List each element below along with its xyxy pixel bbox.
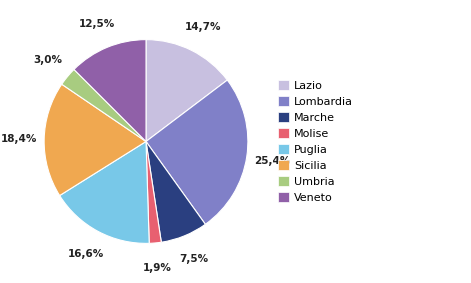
- Text: 12,5%: 12,5%: [79, 19, 115, 29]
- Text: 16,6%: 16,6%: [68, 249, 104, 259]
- Wedge shape: [60, 142, 149, 243]
- Text: 1,9%: 1,9%: [143, 263, 172, 273]
- Wedge shape: [44, 84, 146, 196]
- Legend: Lazio, Lombardia, Marche, Molise, Puglia, Sicilia, Umbria, Veneto: Lazio, Lombardia, Marche, Molise, Puglia…: [274, 76, 357, 207]
- Wedge shape: [62, 69, 146, 142]
- Wedge shape: [146, 142, 161, 243]
- Text: 18,4%: 18,4%: [0, 134, 37, 144]
- Text: 3,0%: 3,0%: [33, 55, 62, 65]
- Wedge shape: [74, 40, 146, 142]
- Wedge shape: [146, 80, 248, 224]
- Text: 25,4%: 25,4%: [254, 156, 290, 166]
- Text: 14,7%: 14,7%: [185, 22, 221, 33]
- Wedge shape: [146, 142, 205, 242]
- Wedge shape: [146, 40, 227, 142]
- Text: 7,5%: 7,5%: [179, 254, 209, 264]
